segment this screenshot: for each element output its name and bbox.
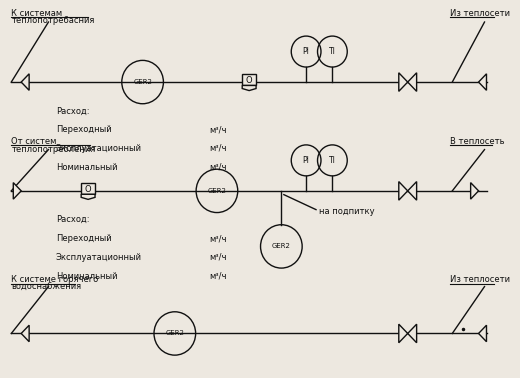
Text: От систем: От систем bbox=[11, 137, 57, 146]
Text: м³/ч: м³/ч bbox=[210, 271, 227, 280]
Text: Расход:: Расход: bbox=[56, 107, 89, 115]
Polygon shape bbox=[471, 183, 478, 199]
Polygon shape bbox=[21, 325, 29, 342]
Text: м³/ч: м³/ч bbox=[210, 125, 227, 134]
Text: теплопотребления: теплопотребления bbox=[11, 145, 96, 154]
Text: TI: TI bbox=[329, 47, 336, 56]
Text: Переходный: Переходный bbox=[56, 125, 111, 134]
Bar bbox=[242, 74, 256, 85]
Polygon shape bbox=[408, 324, 417, 343]
Text: PI: PI bbox=[303, 156, 309, 165]
Text: Эксплуатационный: Эксплуатационный bbox=[56, 253, 142, 262]
Text: Из теплосети: Из теплосети bbox=[450, 9, 510, 18]
Text: TI: TI bbox=[329, 156, 336, 165]
Text: К системам: К системам bbox=[11, 9, 62, 18]
Text: O: O bbox=[246, 76, 252, 85]
Text: Из теплосети: Из теплосети bbox=[450, 275, 510, 284]
Bar bbox=[81, 183, 95, 194]
Text: GER2: GER2 bbox=[133, 79, 152, 85]
Polygon shape bbox=[408, 181, 417, 200]
Text: м³/ч: м³/ч bbox=[210, 163, 227, 172]
Polygon shape bbox=[408, 73, 417, 91]
Text: GER2: GER2 bbox=[165, 330, 184, 336]
Text: В теплосеть: В теплосеть bbox=[450, 137, 504, 146]
Text: Эксплуатационный: Эксплуатационный bbox=[56, 144, 142, 153]
Text: Переходный: Переходный bbox=[56, 234, 111, 243]
Text: на подпитку: на подпитку bbox=[319, 207, 374, 216]
Text: Номинальный: Номинальный bbox=[56, 271, 118, 280]
Text: O: O bbox=[85, 185, 92, 194]
Polygon shape bbox=[399, 73, 408, 91]
Polygon shape bbox=[399, 181, 408, 200]
Polygon shape bbox=[242, 85, 256, 91]
Polygon shape bbox=[478, 325, 487, 342]
Polygon shape bbox=[81, 194, 95, 199]
Text: м³/ч: м³/ч bbox=[210, 144, 227, 153]
Text: м³/ч: м³/ч bbox=[210, 253, 227, 262]
Text: Номинальный: Номинальный bbox=[56, 163, 118, 172]
Text: PI: PI bbox=[303, 47, 309, 56]
Text: Расход:: Расход: bbox=[56, 215, 89, 224]
Text: теплопотребасния: теплопотребасния bbox=[11, 16, 95, 25]
Text: водоснабжения: водоснабжения bbox=[11, 283, 82, 292]
Polygon shape bbox=[14, 183, 21, 199]
Polygon shape bbox=[399, 324, 408, 343]
Polygon shape bbox=[478, 74, 487, 90]
Text: GER2: GER2 bbox=[272, 243, 291, 249]
Polygon shape bbox=[21, 74, 29, 90]
Text: GER2: GER2 bbox=[207, 188, 226, 194]
Text: м³/ч: м³/ч bbox=[210, 234, 227, 243]
Text: К системе горячего: К системе горячего bbox=[11, 275, 99, 284]
